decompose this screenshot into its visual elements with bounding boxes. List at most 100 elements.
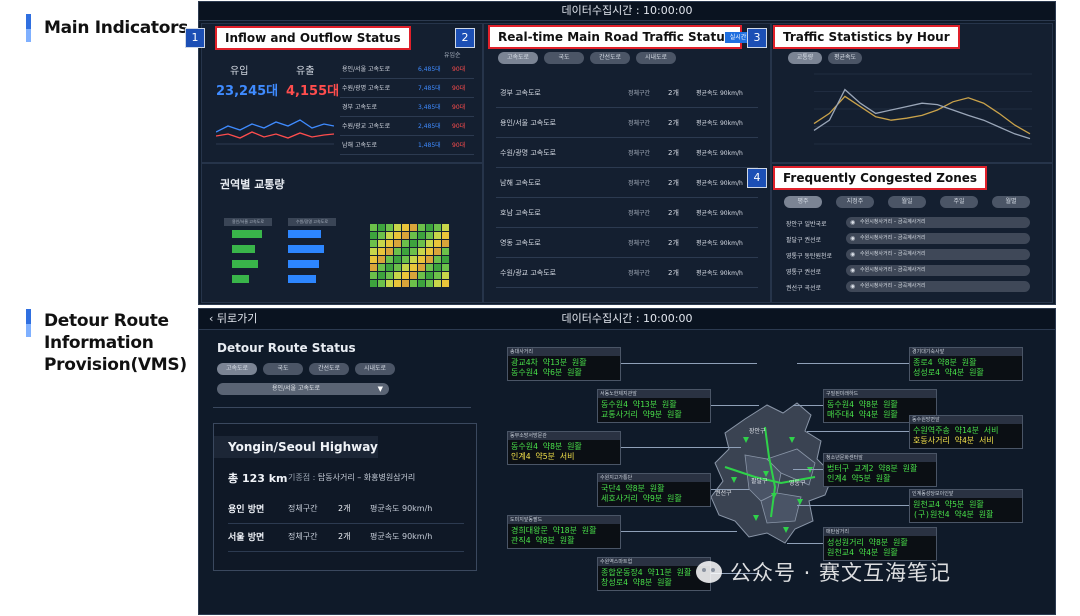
regional-bar-a [232, 245, 255, 253]
detour-road-type-tab[interactable]: 국도 [263, 363, 303, 375]
vms-message-line-2: 인계4 약5분 원활 [827, 474, 891, 483]
watermark: 公众号 · 赛文互海笔记 [696, 556, 951, 588]
main-indicators-label: Main Indicators [44, 18, 189, 38]
vms-message-line-2: 동수원4 약6분 원활 [511, 368, 582, 377]
vms-leader-line [619, 531, 737, 532]
period-tab[interactable]: 평주 [784, 196, 822, 208]
heatmap-cell [434, 224, 441, 231]
congested-segment-label: 정체구간 [628, 210, 651, 217]
detour-road-type-tabs: 고속도로 국도 간선도로 시내도로 [217, 363, 417, 377]
heatmap-cell [442, 232, 449, 239]
hourly-series-b-line [813, 88, 1031, 140]
period-tab[interactable]: 지정주 [836, 196, 874, 208]
vms-board[interactable]: 인계동성당보이인앞 원천교4 약5분 원활 (구)원천4 약4분 원활 [909, 489, 1023, 523]
location-pin-icon: ◉ [850, 283, 856, 290]
inflow-row: 용인/서울 고속도로 6,485대 90대 [340, 60, 474, 79]
heatmap-cell [402, 264, 409, 271]
vms-board[interactable]: 도미지앞동팔드 경희대왕문 약18분 원활 관직4 약8분 원활 [507, 515, 621, 549]
road-type-tab[interactable]: 간선도로 [590, 52, 630, 64]
realtime-road-row[interactable]: 영동 고속도로 정체구간 2개 평균속도 90km/h [496, 228, 758, 258]
vms-leader-line [787, 543, 823, 544]
heatmap-cell [386, 264, 393, 271]
callout-badge-3: 3 [747, 28, 767, 48]
period-tab[interactable]: 주일 [940, 196, 978, 208]
detour-status-title: Detour Route Status [217, 341, 356, 355]
congested-zone-row[interactable]: 영통구 동탄원천로 ◉ 수원시청사거리 – 금곡계사거리 [786, 248, 1040, 262]
realtime-tag: 실시간 [725, 32, 751, 43]
outflow-count: 90대 [452, 123, 466, 130]
heatmap-cell [402, 272, 409, 279]
detour-road-type-tab[interactable]: 간선도로 [309, 363, 349, 375]
heatmap-cell [410, 224, 417, 231]
heatmap-cell [394, 264, 401, 271]
heatmap-cell [410, 280, 417, 287]
detour-road-type-tab[interactable]: 시내도로 [355, 363, 395, 375]
congested-zone-row[interactable]: 권선구 곡선로 ◉ 수원시청사거리 – 금곡계사거리 [786, 280, 1040, 294]
realtime-road-row[interactable]: 호남 고속도로 정체구간 2개 평균속도 90km/h [496, 198, 758, 228]
congested-zone-row[interactable]: 영통구 권선로 ◉ 수원시청사거리 – 금곡계사거리 [786, 264, 1040, 278]
heatmap-cell [386, 256, 393, 263]
heatmap-cell [418, 248, 425, 255]
detour-road-type-tab[interactable]: 고속도로 [217, 363, 257, 375]
direction-segment-count: 2개 [338, 504, 351, 513]
realtime-road-row[interactable]: 수원/광교 고속도로 정체구간 2개 평균속도 90km/h [496, 258, 758, 288]
vms-location: 수원역스마트업 [598, 558, 710, 566]
vms-location: 인계동성당보이인앞 [910, 490, 1022, 498]
vms-board[interactable]: 송대사거리 광교4차 약13분 원활 동수원4 약6분 원활 [507, 347, 621, 381]
vms-board[interactable]: 경기대기숙사앞 종로4 약8분 원활 성성로4 약4분 원활 [909, 347, 1023, 381]
hourly-tab-speed[interactable]: 평균속도 [828, 52, 862, 64]
vms-board[interactable]: 동부소방서방문관 동수원4 약8분 원활 인계4 약5분 서비 [507, 431, 621, 465]
heatmap-cell [442, 272, 449, 279]
heatmap-cell [378, 256, 385, 263]
zone-name: 영통구 동탄원천로 [786, 253, 833, 260]
realtime-road-row[interactable]: 용인/서울 고속도로 정체구간 2개 평균속도 90km/h [496, 108, 758, 138]
direction-list: 용인 방면 정체구간 2개 평균속도 90km/h 서울 방면 정체구간 2개 평균속도 90… [228, 496, 464, 556]
vms-message-line-1: 법터구 교계2 약8분 원활 [827, 464, 918, 473]
direction-segment-count: 2개 [338, 532, 351, 541]
heatmap-cell [378, 280, 385, 287]
period-tab[interactable]: 월별 [992, 196, 1030, 208]
vms-leader-line [797, 505, 909, 506]
inflow-row: 남해 고속도로 1,485대 90대 [340, 136, 474, 155]
vms-message-line-2: 호동사거리 약4분 서비 [913, 436, 994, 445]
realtime-road-row[interactable]: 수원/광명 고속도로 정체구간 2개 평균속도 90km/h [496, 138, 758, 168]
vms-board[interactable]: 매탄삼거리 성성원거리 약8분 원활 원천교4 약4분 원활 [823, 527, 937, 561]
heatmap-cell [394, 232, 401, 239]
inflow-value: 23,245대 [216, 84, 279, 99]
average-speed: 평균속도 90km/h [696, 90, 743, 97]
congested-zone-row[interactable]: 장안구 일반국로 ◉ 수원시청사거리 – 금곡계사거리 [786, 216, 1040, 230]
heatmap-cell [378, 232, 385, 239]
vms-board[interactable]: 서동노한제지관앞 동수원4 약13분 원활 교통사거리 약9분 원활 [597, 389, 711, 423]
vms-message-line-1: 국단4 약8분 원활 [601, 484, 665, 493]
realtime-road-row[interactable]: 경부 고속도로 정체구간 2개 평균속도 90km/h [496, 78, 758, 108]
vms-location: 매탄삼거리 [824, 528, 936, 536]
road-name: 영동 고속도로 [500, 239, 541, 247]
zone-location: 수원시청사거리 – 금곡계사거리 [860, 251, 926, 257]
vms-board[interactable]: 동수원방면앞 수원역주송 약14분 서비 호동사거리 약4분 서비 [909, 415, 1023, 449]
heatmap-cell [410, 232, 417, 239]
sort-order-label[interactable]: 유입순 [444, 52, 461, 59]
heatmap-cell [418, 280, 425, 287]
regional-bar-b [288, 275, 316, 283]
callout-badge-4: 4 [747, 168, 767, 188]
congested-zone-row[interactable]: 팔달구 권선로 ◉ 수원시청사거리 – 금곡계사거리 [786, 232, 1040, 246]
vms-board[interactable]: 수원역스마트업 종합운동장4 약11분 원활 창성로4 약8분 원활 [597, 557, 711, 591]
outflow-label: 유출 [296, 66, 315, 77]
congested-segment-count: 2개 [668, 119, 679, 127]
hourly-tab-volume[interactable]: 교통량 [788, 52, 822, 64]
road-type-tab[interactable]: 고속도로 [498, 52, 538, 64]
road-select-dropdown[interactable]: 용인/서울 고속도로 ▼ [217, 383, 389, 395]
back-button[interactable]: ‹ 뒤로가기 [209, 311, 257, 327]
period-tab[interactable]: 월일 [888, 196, 926, 208]
inflow-outflow-callout: Inflow and Outflow Status [215, 26, 411, 50]
road-type-tab[interactable]: 국도 [544, 52, 584, 64]
heatmap-cell [434, 240, 441, 247]
vms-message-line-2: 성성로4 약4분 원활 [913, 368, 984, 377]
vms-board[interactable]: 수원지고가통단 국단4 약8분 원활 세호사거리 약9분 원활 [597, 473, 711, 507]
zone-location-pill: ◉ 수원시청사거리 – 금곡계사거리 [846, 265, 1030, 276]
zone-location: 수원시청사거리 – 금곡계사거리 [860, 219, 926, 225]
realtime-road-row[interactable]: 남해 고속도로 정체구간 2개 평균속도 90km/h [496, 168, 758, 198]
vms-board[interactable]: 청소년문화센터앞 법터구 교계2 약8분 원활 인계4 약5분 원활 [823, 453, 937, 487]
road-type-tab[interactable]: 시내도로 [636, 52, 676, 64]
